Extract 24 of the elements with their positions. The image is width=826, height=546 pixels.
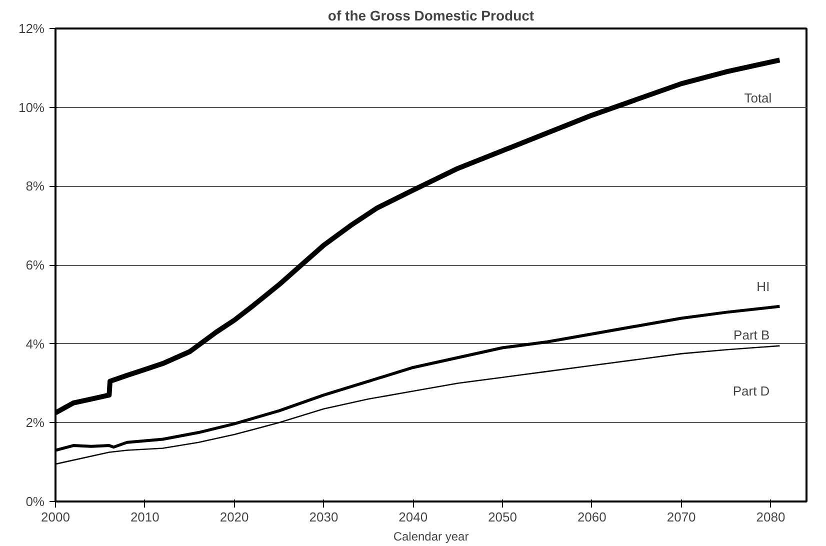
chart-title: of the Gross Domestic Product <box>328 8 534 24</box>
x-tick-label: 2060 <box>577 510 606 524</box>
y-tick-label: 10% <box>18 100 45 115</box>
y-tick-label: 0% <box>26 494 45 509</box>
series-label: Part B <box>734 327 770 342</box>
x-tick-label: 2010 <box>130 510 160 524</box>
line-series <box>56 304 782 452</box>
y-tick-label: 4% <box>26 336 45 352</box>
y-tick-label: 8% <box>26 178 45 194</box>
x-tick-label: 2070 <box>666 510 696 524</box>
y-tick-label: 12% <box>18 21 45 36</box>
x-tick-label: 2050 <box>488 510 517 524</box>
x-tick-label: 2080 <box>756 510 786 524</box>
x-axis-title: Calendar year <box>393 530 469 544</box>
x-tick-label: 2000 <box>41 510 70 524</box>
y-tick-label: 2% <box>26 415 45 430</box>
line-series <box>56 345 780 465</box>
series-label: Total <box>744 90 772 106</box>
x-tick-label: 2020 <box>220 510 249 524</box>
annotation: Part D <box>732 383 770 398</box>
y-tick-label: 6% <box>26 258 45 272</box>
series-label: HI <box>756 278 770 294</box>
x-tick-label: 2030 <box>309 510 338 524</box>
x-tick-label: 2040 <box>398 510 428 524</box>
